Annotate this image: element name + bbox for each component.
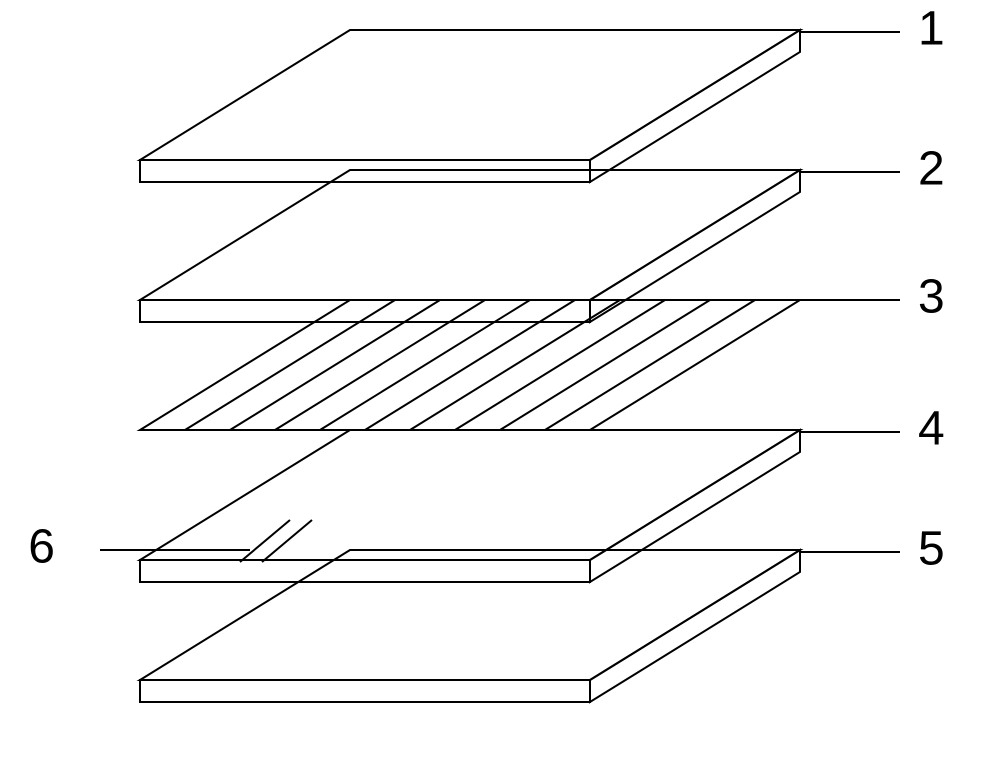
callout-6-label: 6 (28, 521, 55, 574)
layer-5-side (590, 550, 800, 702)
exploded-diagram: 1 2 3 4 6 5 (0, 0, 1000, 759)
layer-1-top (140, 30, 800, 160)
layer-4-mark (262, 520, 312, 562)
layer-3-hatch (320, 300, 530, 430)
layer-5-top (140, 550, 800, 680)
layer-3-hatch (185, 300, 395, 430)
callout-5-label: 5 (918, 523, 945, 576)
callout-4-label: 4 (918, 403, 945, 456)
layer-3-hatch (275, 300, 485, 430)
layer-4-front (140, 560, 590, 582)
layer-1-side (590, 30, 800, 182)
layer-2-top (140, 170, 800, 300)
layer-3-hatch (455, 300, 665, 430)
layer-4-mark (240, 520, 290, 562)
callout-1-label: 1 (918, 3, 945, 56)
layer-4-top (140, 430, 800, 560)
layer-3-hatch (500, 300, 710, 430)
callout-3-label: 3 (918, 271, 945, 324)
callout-2-label: 2 (918, 143, 945, 196)
layer-3-hatch (410, 300, 620, 430)
layer-4-side (590, 430, 800, 582)
layer-3-hatch (545, 300, 755, 430)
layer-5-front (140, 680, 590, 702)
layer-3-hatch (365, 300, 575, 430)
layer-3-hatch (230, 300, 440, 430)
